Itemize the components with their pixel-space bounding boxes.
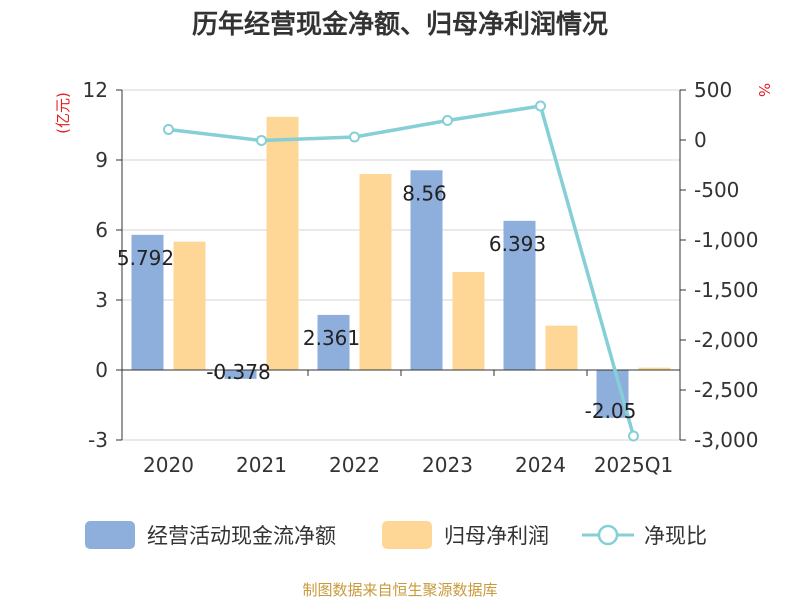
x-tick-label: 2025Q1 <box>594 453 673 477</box>
legend-marker <box>597 524 619 546</box>
right-tick-label: 0 <box>694 128 707 152</box>
ratio-line-path <box>168 104 636 437</box>
cashflow-data-label: 8.56 <box>402 181 447 205</box>
cashflow-data-label: -0.378 <box>206 360 270 384</box>
bars <box>131 116 671 418</box>
cashflow-bar <box>131 234 164 370</box>
x-tick-label: 2023 <box>422 453 473 477</box>
cashflow-bar <box>410 170 443 370</box>
left-tick-label: 3 <box>95 288 108 312</box>
cashflow-data-label: -2.05 <box>585 399 637 423</box>
right-tick-label: 500 <box>694 78 732 102</box>
x-tick-label: 2021 <box>236 453 287 477</box>
left-tick-label: 6 <box>95 218 108 242</box>
right-tick-label: -1,000 <box>694 228 758 252</box>
cashflow-data-label: 5.792 <box>117 246 174 270</box>
cashflow-bar <box>224 370 257 379</box>
cashflow-data-label: 2.361 <box>303 326 360 350</box>
net-profit-bar <box>452 272 485 370</box>
ratio-point <box>628 430 639 442</box>
left-tick-label: 0 <box>95 358 108 382</box>
x-tick-label: 2022 <box>329 453 380 477</box>
cashflow-bar <box>317 314 350 370</box>
legend-swatch <box>85 521 135 549</box>
ratio-point <box>442 115 453 126</box>
cashflow-data-label: 6.393 <box>489 232 546 256</box>
ratio-point <box>349 131 360 143</box>
ratio-point <box>163 124 174 135</box>
data-labels: 5.792 -0.378 2.361 8.56 6.393 -2.05 <box>117 181 637 423</box>
net-profit-bar <box>545 325 578 370</box>
net-profit-bar <box>638 367 671 370</box>
legend-swatch <box>382 521 432 549</box>
legend-label: 经营活动现金流净额 <box>147 524 336 548</box>
right-tick-label: -2,000 <box>694 328 758 352</box>
ratio-point <box>256 135 267 146</box>
legend-label: 净现比 <box>644 524 707 548</box>
right-tick-label: -1,500 <box>694 278 758 302</box>
ratio-line <box>163 100 639 442</box>
legend: 经营活动现金流净额 归母净利润 净现比 <box>85 521 707 549</box>
x-tick-label: 2020 <box>143 453 194 477</box>
right-tick-label: -2,500 <box>694 378 758 402</box>
legend-label: 归母净利润 <box>444 524 549 548</box>
net-profit-bar <box>173 241 206 370</box>
chart-title: 历年经营现金净额、归母净利润情况 <box>192 9 608 40</box>
left-tick-label: -3 <box>88 428 108 452</box>
grid-lines <box>122 89 680 441</box>
ratio-point <box>535 100 546 112</box>
x-tick-label: 2024 <box>515 453 566 477</box>
net-profit-bar <box>266 116 299 370</box>
left-tick-label: 12 <box>83 78 108 102</box>
net-profit-bar <box>359 174 392 370</box>
right-axis-unit: % <box>755 83 773 97</box>
cashflow-bar <box>503 220 536 370</box>
right-tick-label: -3,000 <box>694 428 758 452</box>
left-axis-unit: (亿元) <box>54 92 72 134</box>
axes: 12 9 6 3 0 -3 500 0 -500 -1,000 -1,500 -2,000 -2,500… <box>83 78 759 477</box>
left-tick-label: 9 <box>95 148 108 172</box>
right-tick-label: -500 <box>694 178 739 202</box>
source-note: 制图数据来自恒生聚源数据库 <box>302 581 497 599</box>
